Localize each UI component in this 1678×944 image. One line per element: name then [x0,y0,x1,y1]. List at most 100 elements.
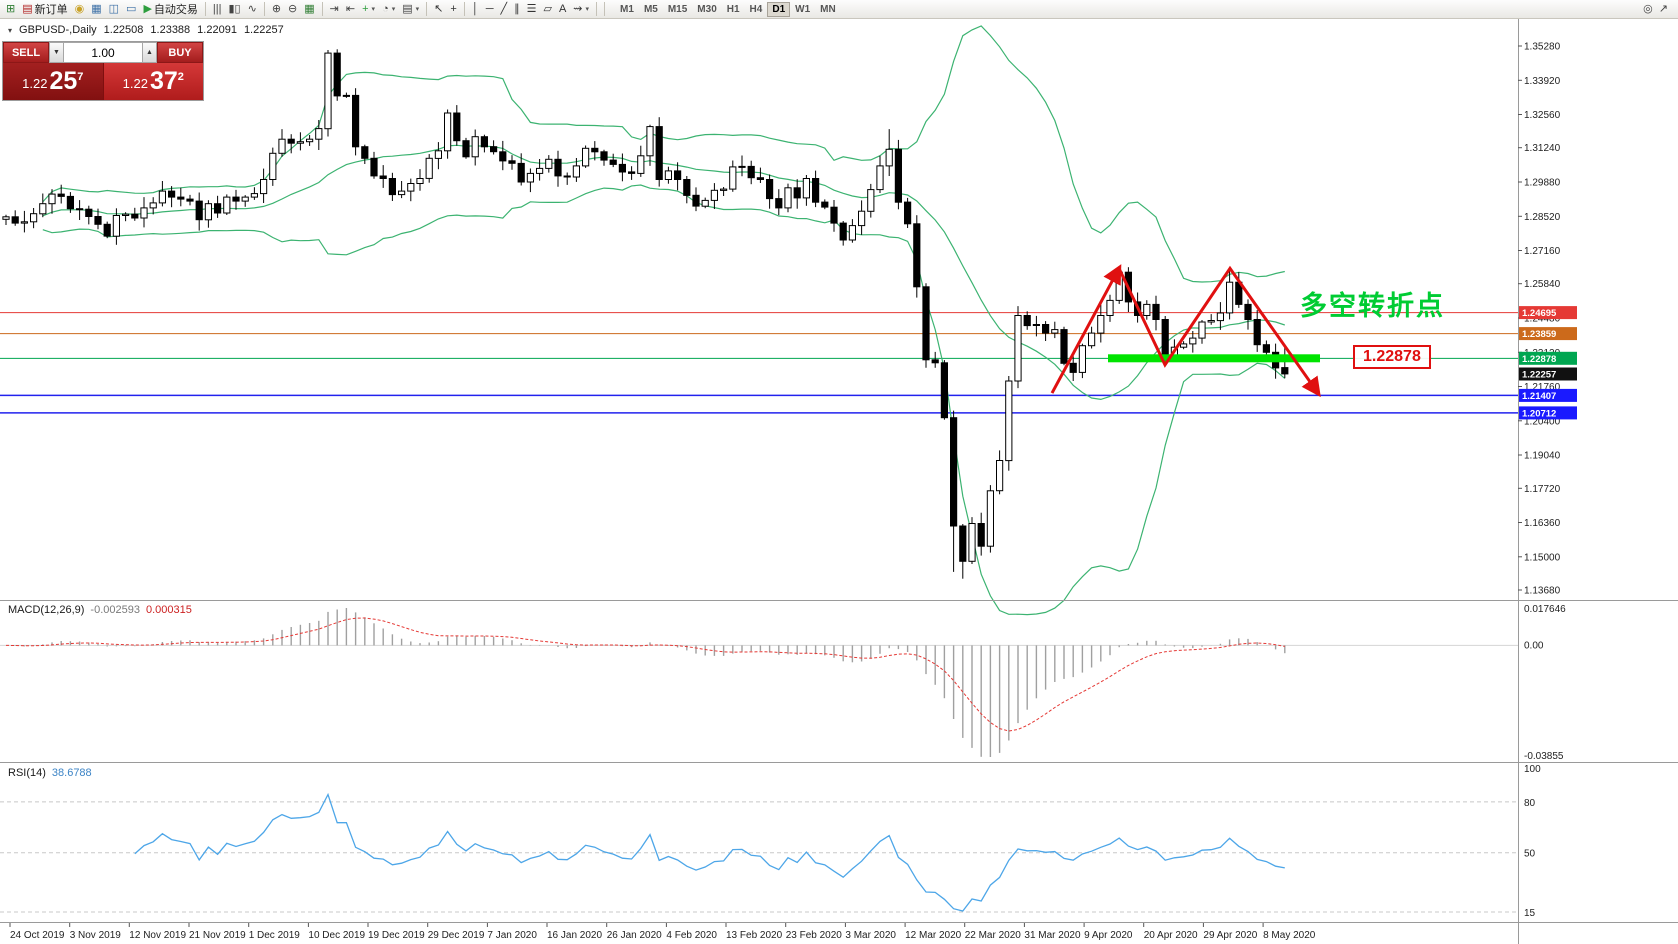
search-icon[interactable]: ◎ [1640,1,1656,18]
timeframe-m5-button[interactable]: M5 [643,3,658,15]
crosshair-icon[interactable]: + [447,1,459,18]
chart-shift-icon: ⇤ [345,2,356,15]
autotrading-icon: ▶ [143,2,152,15]
price-tick-label: 1.21760 [1524,382,1561,393]
timeframe-m30-button[interactable]: M30 [697,3,717,15]
new-order-button[interactable]: ▤ 新订单 [19,1,70,18]
macd-axis-label: -0.03855 [1524,751,1564,762]
volume-down-button[interactable]: ▼ [49,42,64,63]
sell-button[interactable]: SELL [3,42,49,63]
navigator-icon[interactable]: ▭ [123,1,139,18]
channel-icon[interactable]: ∥ [511,1,523,18]
bar-open-value: 1.22508 [103,24,144,36]
crosshair-icon: + [450,2,457,15]
date-tick-label: 3 Nov 2019 [70,930,122,941]
price-tick-label: 1.17720 [1524,484,1561,495]
new-chart-icon: ⊞ [6,2,16,15]
date-tick-label: 26 Jan 2020 [607,930,662,941]
add-indicator-button[interactable]: + ▾ [359,1,378,18]
date-tick-label: 22 Mar 2020 [965,930,1022,941]
trendline-icon: ╱ [500,2,508,15]
tile-windows-icon[interactable]: ▦ [301,1,317,18]
vertical-line-icon[interactable]: │ [469,1,482,18]
trendline-icon[interactable]: ╱ [497,1,510,18]
time-axis[interactable]: 24 Oct 2019 3 Nov 2019 12 Nov 2019 21 Nov 2… [9,923,1316,941]
text-label-icon[interactable]: A [556,1,569,18]
chart-title-bar: ▾ GBPUSD-,Daily 1.22508 1.23388 1.22091 … [8,24,284,36]
support-zone-bar[interactable] [1108,354,1320,363]
vertical-line-icon: │ [471,2,479,15]
date-tick-label: 12 Mar 2020 [905,930,962,941]
price-tick-label: 1.33920 [1524,76,1561,87]
one-click-collapse-icon[interactable]: ▾ [8,25,13,35]
date-tick-label: 13 Feb 2020 [726,930,783,941]
sell-price-display[interactable]: 1.22 25 7 [3,63,103,100]
price-axis[interactable]: 1.35280 1.33920 1.32560 1.31240 1.29880 1.285… [1518,42,1577,597]
symbol-label: GBPUSD-,Daily [19,24,97,36]
timeframe-w1-button[interactable]: W1 [795,3,811,15]
horizontal-price-lines[interactable] [0,312,1518,414]
quick-jump-icon[interactable]: ↗ [1656,1,1671,18]
rsi-axis-label: 15 [1524,908,1536,919]
bar-low-value: 1.22091 [197,24,237,36]
rsi-name: RSI(14) [8,767,46,779]
fibonacci-icon[interactable]: ☰ [524,1,540,18]
trade-prices-row: 1.22 25 7 1.22 37 2 [3,63,203,100]
market-watch-icon[interactable]: ▦ [88,1,104,18]
buy-price-big: 37 [149,67,178,95]
dropdown-caret-icon: ▾ [371,6,376,13]
sell-price-prefix: 1.22 [22,75,48,91]
timeframe-m15-button[interactable]: M15 [667,3,688,15]
support-price-label[interactable]: 1.22878 [1353,345,1431,369]
price-tick-label: 1.25840 [1524,279,1561,290]
bar-close-value: 1.22257 [243,24,284,36]
timeframe-h1-button[interactable]: H1 [726,3,740,15]
bull-bear-turning-point-annotation[interactable]: 多空转折点 [1300,291,1445,321]
add-indicator-icon: + [362,2,369,15]
bar-chart-icon[interactable]: ||| [210,1,225,18]
horizontal-line-icon[interactable]: ─ [483,1,497,18]
new-chart-icon[interactable]: ⊞ [3,1,18,18]
dropdown-caret-icon: ▾ [585,6,590,13]
timeframe-d1-button[interactable]: D1 [767,1,791,17]
text-label-icon: A [558,2,567,15]
zoom-out-icon[interactable]: ⊖ [285,1,300,18]
candlestick-chart-icon[interactable]: ▮▯ [226,1,244,18]
price-tick-label: 1.27160 [1524,246,1561,257]
date-tick-label: 21 Nov 2019 [189,930,246,941]
auto-scroll-icon[interactable]: ⇥ [327,1,342,18]
autotrading-button[interactable]: ▶ 自动交易 [140,1,200,18]
cursor-icon[interactable]: ↖ [431,1,446,18]
chart-shift-icon[interactable]: ⇤ [343,1,358,18]
timeframe-mn-button[interactable]: MN [820,3,836,15]
zoom-in-icon[interactable]: ⊕ [269,1,284,18]
toolbar-separator [463,2,465,16]
buy-button[interactable]: BUY [157,42,203,63]
line-chart-icon: ∿ [247,2,257,15]
quick-jump-icon: ↗ [1658,2,1668,15]
timeframe-h4-button[interactable]: H4 [749,3,763,15]
price-tick-label: 1.28520 [1524,212,1561,223]
metaquotes-icon[interactable]: ◉ [72,1,88,18]
trend-arrows[interactable] [1050,264,1321,398]
arrows-tool-icon[interactable]: ⇝ ▾ [570,1,592,18]
volume-up-button[interactable]: ▲ [142,42,157,63]
buy-price-display[interactable]: 1.22 37 2 [103,63,203,100]
data-window-icon[interactable]: ◫ [106,1,122,18]
bar-high-value: 1.23388 [150,24,191,36]
toolbar-separator [596,2,598,16]
volume-input[interactable] [64,42,142,63]
search-icon: ◎ [1643,2,1653,15]
data-window-icon: ◫ [108,2,120,15]
sell-price-big: 25 [49,67,78,95]
navigator-icon: ▭ [126,2,137,15]
arrows-tool-icon: ⇝ [573,2,583,15]
timeframe-m1-button[interactable]: M1 [620,3,634,15]
shapes-icon[interactable]: ▱ [540,1,554,18]
line-chart-icon[interactable]: ∿ [245,1,260,18]
date-tick-label: 31 Mar 2020 [1024,930,1081,941]
templates-dropdown[interactable]: ▤ ▾ [399,1,422,18]
periods-dropdown[interactable]: ◔ ▾ [379,1,398,18]
